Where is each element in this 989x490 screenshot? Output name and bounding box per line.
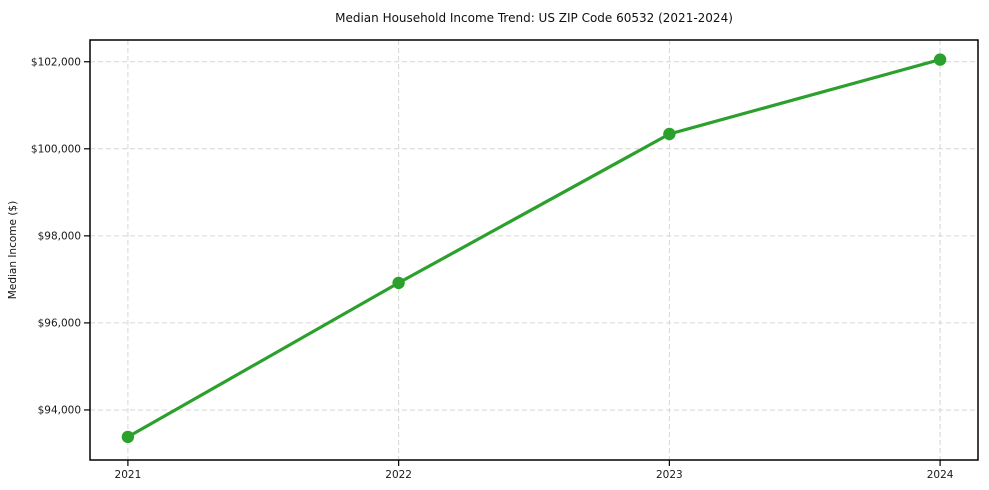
- data-point-marker: [663, 127, 676, 141]
- data-points: [121, 53, 947, 444]
- x-tick-label: 2023: [656, 469, 683, 481]
- x-tick-label: 2022: [385, 469, 412, 481]
- x-tick-label: 2024: [927, 469, 954, 481]
- y-axis-label: Median Income ($): [7, 201, 19, 299]
- gridlines: [90, 40, 978, 460]
- x-tick-label: 2021: [115, 469, 142, 481]
- y-tick-label: $102,000: [31, 56, 81, 68]
- y-tick-label: $94,000: [38, 404, 81, 416]
- y-tick-label: $98,000: [38, 230, 81, 242]
- data-point-marker: [392, 276, 405, 290]
- plot-border: [89, 39, 979, 461]
- axis-ticks: [84, 61, 941, 466]
- x-tick-labels: 2021 2022 2023 2024: [115, 469, 954, 481]
- y-tick-label: $100,000: [31, 143, 81, 155]
- y-tick-label: $96,000: [38, 317, 81, 329]
- y-tick-labels: $94,000 $96,000 $98,000 $100,000 $102,000: [31, 56, 81, 416]
- data-point-marker: [933, 53, 947, 66]
- data-point-marker: [121, 430, 135, 444]
- chart-title: Median Household Income Trend: US ZIP Co…: [335, 11, 733, 25]
- trend-line: [126, 57, 942, 439]
